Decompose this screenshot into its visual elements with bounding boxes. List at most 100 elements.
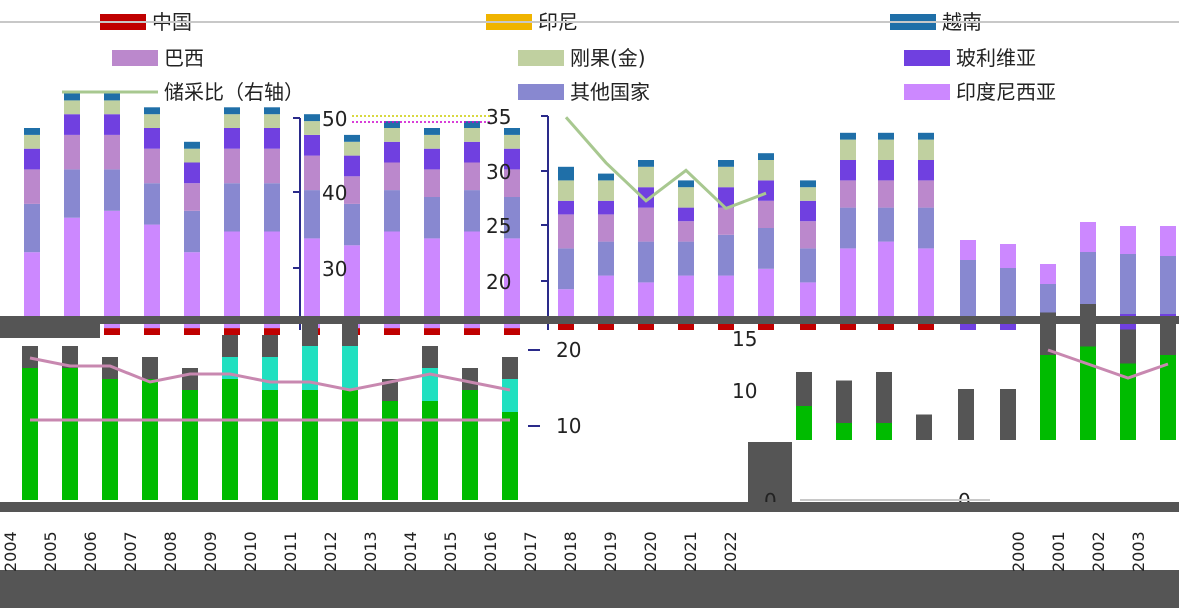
series-bar xyxy=(678,187,694,208)
series-bar xyxy=(182,368,198,390)
x-tick-label: 2015 xyxy=(441,531,460,572)
series-bar xyxy=(264,183,280,232)
series-bar xyxy=(1040,284,1056,318)
y-tick-label: 10 xyxy=(556,414,581,438)
series-bar xyxy=(840,180,856,208)
series-bar xyxy=(558,289,574,324)
series-bar xyxy=(424,169,440,197)
series-bar xyxy=(184,210,200,253)
series-bar xyxy=(502,379,518,412)
series-bar xyxy=(64,100,80,115)
series-bar xyxy=(304,121,320,135)
x-tick-label: 2001 xyxy=(1049,531,1068,572)
series-bar xyxy=(918,207,934,249)
series-bar xyxy=(222,335,238,357)
series-bar xyxy=(758,268,774,324)
series-bar xyxy=(264,107,280,115)
series-bar xyxy=(678,221,694,242)
series-bar xyxy=(796,406,812,440)
series-bar xyxy=(424,134,440,149)
series-bar xyxy=(1080,304,1096,347)
x-tick-label: 2000 xyxy=(1009,531,1028,572)
series-bar xyxy=(62,346,78,368)
y-tick-label: 15 xyxy=(732,327,757,351)
series-bar xyxy=(384,162,400,191)
series-bar xyxy=(598,173,614,181)
x-tick-label: 2016 xyxy=(481,531,500,572)
series-bar xyxy=(424,328,440,335)
series-bar xyxy=(598,180,614,201)
series-bar xyxy=(960,260,976,316)
series-bar xyxy=(598,241,614,276)
series-bar xyxy=(222,379,238,500)
legend-swatch xyxy=(518,50,564,66)
series-bar xyxy=(504,238,520,329)
series-bar xyxy=(104,210,120,329)
series-bar xyxy=(24,169,40,204)
series-bar xyxy=(598,214,614,242)
series-bar xyxy=(104,114,120,135)
y-tick-label: 30 xyxy=(322,257,347,281)
series-bar xyxy=(718,275,734,324)
series-bar xyxy=(800,187,816,201)
series-bar xyxy=(598,200,614,215)
series-bar xyxy=(422,346,438,368)
series-bar xyxy=(878,180,894,208)
series-bar xyxy=(384,128,400,142)
series-bar xyxy=(876,372,892,423)
series-bar xyxy=(184,183,200,211)
series-bar xyxy=(144,224,160,329)
y-tick-label: 50 xyxy=(322,107,347,131)
series-bar xyxy=(224,114,240,128)
series-bar xyxy=(184,148,200,163)
series-bar xyxy=(224,183,240,232)
series-bar xyxy=(718,160,734,167)
series-bar xyxy=(102,379,118,500)
block-dark xyxy=(748,442,792,504)
series-bar xyxy=(836,423,852,440)
series-bar xyxy=(262,390,278,500)
series-bar xyxy=(224,231,240,329)
legend-label: 巴西 xyxy=(164,46,204,70)
series-bar xyxy=(464,190,480,232)
series-bar xyxy=(144,128,160,149)
series-bar xyxy=(384,121,400,128)
series-bar xyxy=(558,200,574,215)
series-bar xyxy=(800,221,816,249)
x-tick-label: 2013 xyxy=(361,531,380,572)
series-bar xyxy=(64,217,80,329)
series-bar xyxy=(678,323,694,330)
series-bar xyxy=(424,197,440,239)
series-bar xyxy=(800,200,816,222)
series-bar xyxy=(878,323,894,330)
x-tick-label: 2006 xyxy=(81,531,100,572)
series-bar xyxy=(462,390,478,500)
series-bar xyxy=(918,160,934,181)
legend-swatch xyxy=(112,50,158,66)
x-tick-label: 2008 xyxy=(161,531,180,572)
y-tick-label: 20 xyxy=(486,270,511,294)
series-bar xyxy=(464,231,480,329)
series-bar xyxy=(960,240,976,260)
series-bar xyxy=(384,231,400,329)
series-bar xyxy=(758,228,774,269)
y-tick-label: 10 xyxy=(732,379,757,403)
series-bar xyxy=(64,114,80,135)
series-bar xyxy=(224,148,240,184)
series-bar xyxy=(878,160,894,181)
series-bar xyxy=(678,180,694,188)
x-tick-label: 2002 xyxy=(1089,531,1108,572)
series-bar xyxy=(638,282,654,324)
series-bar xyxy=(718,187,734,208)
series-bar xyxy=(22,368,38,500)
series-bar xyxy=(958,389,974,440)
series-bar xyxy=(64,93,80,101)
series-bar xyxy=(1080,222,1096,252)
legend-label: 其他国家 xyxy=(570,80,650,104)
series-bar xyxy=(800,282,816,324)
band-block xyxy=(958,316,1179,322)
x-tick-label: 2017 xyxy=(521,531,540,572)
x-tick-label: 2022 xyxy=(721,531,740,572)
series-bar xyxy=(1080,252,1096,314)
series-bar xyxy=(840,132,856,140)
